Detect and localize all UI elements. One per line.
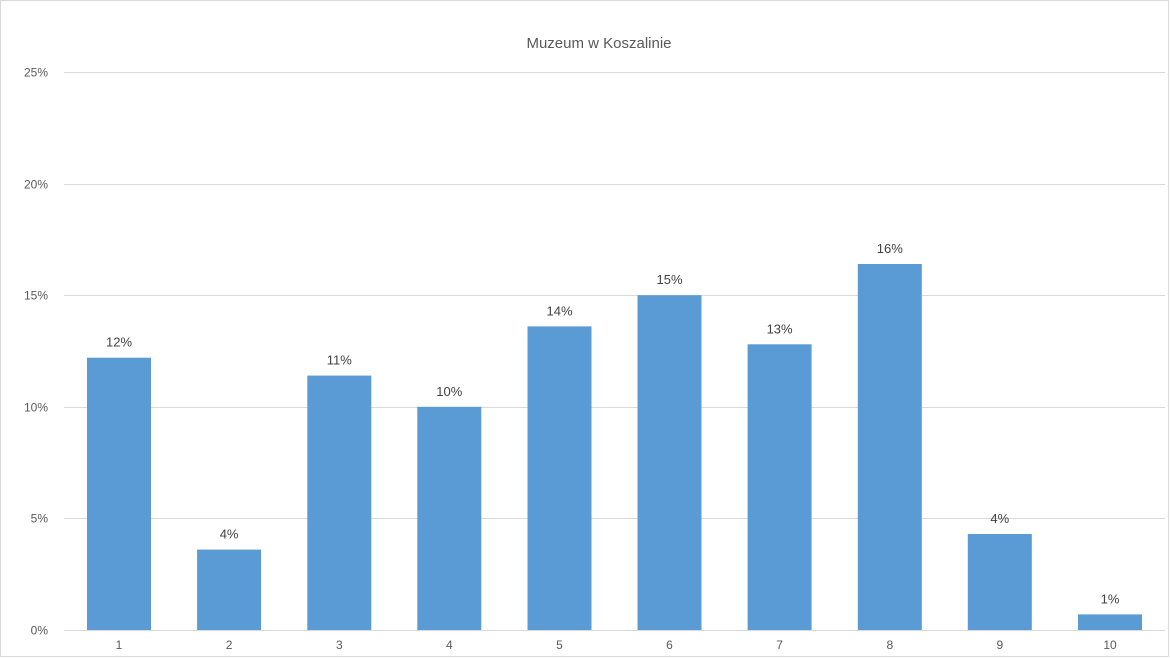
chart-title: Muzeum w Koszalinie: [526, 35, 671, 52]
data-label-7: 13%: [767, 321, 793, 336]
x-tick-label: 5: [556, 638, 563, 652]
x-axis-tick-labels: 1 2 3 4 5 6 7 8 9 10: [116, 638, 1117, 652]
data-label-1: 12%: [106, 335, 132, 350]
data-label-9: 4%: [990, 511, 1009, 526]
bar-3: [307, 375, 372, 630]
bar-6: [637, 295, 702, 630]
bar-5: [527, 326, 592, 630]
data-label-5: 14%: [546, 303, 572, 318]
data-label-8: 16%: [877, 241, 903, 256]
data-label-4: 10%: [436, 384, 462, 399]
bars: [87, 264, 1142, 630]
data-label-6: 15%: [656, 272, 682, 287]
bar-8: [857, 264, 922, 630]
x-tick-label: 1: [116, 638, 123, 652]
y-tick-label: 20%: [24, 178, 48, 192]
x-tick-label: 6: [666, 638, 673, 652]
data-label-10: 1%: [1101, 591, 1120, 606]
y-axis-tick-labels: 0% 5% 10% 15% 20% 25%: [24, 66, 48, 638]
data-labels: 12% 4% 11% 10% 14% 15% 13% 16% 4% 1%: [106, 241, 1120, 606]
data-label-2: 4%: [220, 527, 239, 542]
y-tick-label: 10%: [24, 401, 48, 415]
x-tick-label: 2: [226, 638, 233, 652]
y-tick-label: 5%: [31, 512, 49, 526]
y-tick-label: 15%: [24, 289, 48, 303]
bar-2: [197, 549, 262, 630]
y-tick-label: 0%: [31, 624, 49, 638]
bar-1: [87, 357, 151, 630]
x-tick-label: 8: [886, 638, 893, 652]
bar-9: [967, 534, 1032, 630]
x-tick-label: 10: [1103, 638, 1117, 652]
bar-7: [747, 344, 812, 630]
y-tick-label: 25%: [24, 66, 48, 80]
x-tick-label: 3: [336, 638, 343, 652]
gridlines: [64, 72, 1165, 631]
x-tick-label: 7: [776, 638, 783, 652]
bar-10: [1078, 614, 1142, 630]
x-tick-label: 9: [996, 638, 1003, 652]
x-tick-label: 4: [446, 638, 453, 652]
data-label-3: 11%: [327, 353, 352, 368]
bar-4: [417, 406, 482, 630]
